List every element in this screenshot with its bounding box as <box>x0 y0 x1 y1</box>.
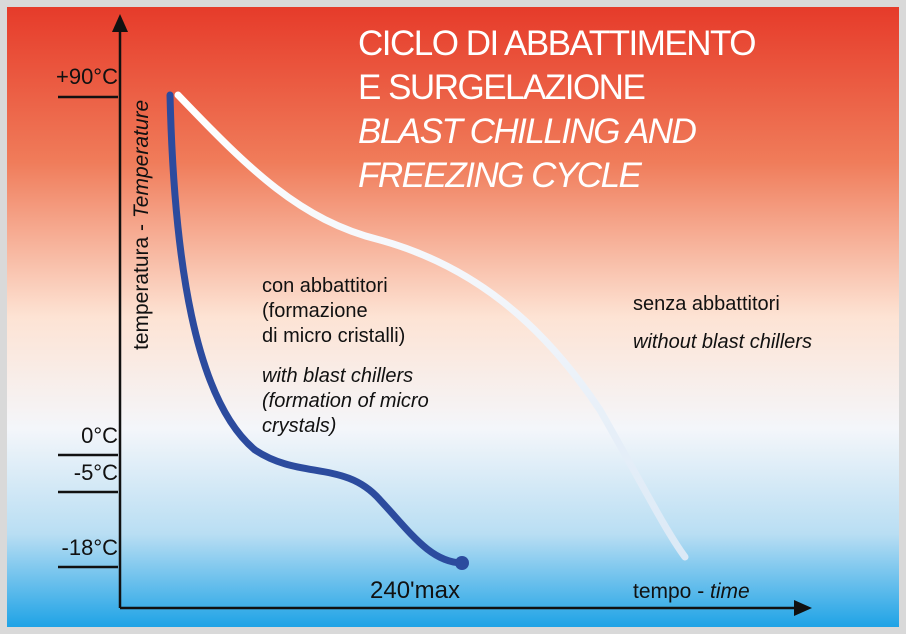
x-axis-label-it: tempo - <box>633 580 710 603</box>
title-line-en: FREEZING CYCLE <box>358 156 643 195</box>
annotation: (formation of micro <box>262 390 429 412</box>
annotation: crystals) <box>262 415 336 437</box>
y-axis-label-it: temperatura - <box>130 218 153 350</box>
title-line: CICLO DI ABBATTIMENTO <box>358 24 755 63</box>
x-axis-label-en: time <box>710 580 750 603</box>
temp-label: -18°C <box>62 535 119 560</box>
title-line: E SURGELAZIONE <box>358 68 644 107</box>
annotation: di micro cristalli) <box>262 325 405 347</box>
annotation: con abbattitori <box>262 275 388 297</box>
annotation: without blast chillers <box>633 331 812 353</box>
annotation: with blast chillers <box>262 365 413 387</box>
end-dot <box>455 556 469 570</box>
curve-with <box>166 91 466 567</box>
axes <box>58 14 812 616</box>
temp-label: -5°C <box>74 460 118 485</box>
annotation: (formazione <box>262 300 368 322</box>
temp-label: 0°C <box>81 423 118 448</box>
y-axis-label-en: Temperature <box>130 100 153 218</box>
end-label: 240'max <box>370 577 460 604</box>
y-axis-label: temperatura - Temperature <box>130 100 153 350</box>
temp-label: +90°C <box>56 64 118 89</box>
curve-without <box>174 91 689 561</box>
x-axis-label: tempo - time <box>633 580 750 603</box>
annotation: senza abbattitori <box>633 293 780 315</box>
title-line-en: BLAST CHILLING AND <box>358 112 697 151</box>
background <box>7 7 899 627</box>
